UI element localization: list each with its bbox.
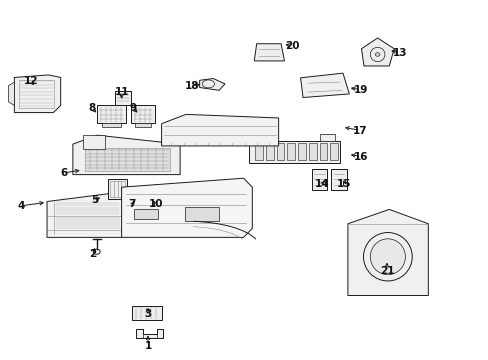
Polygon shape <box>134 209 158 220</box>
Text: 20: 20 <box>285 41 299 50</box>
Polygon shape <box>249 140 339 163</box>
Polygon shape <box>287 143 295 160</box>
Polygon shape <box>276 143 284 160</box>
Polygon shape <box>300 73 348 98</box>
Polygon shape <box>265 143 273 160</box>
Text: 12: 12 <box>23 76 38 86</box>
Text: 11: 11 <box>114 87 129 97</box>
Polygon shape <box>82 135 104 149</box>
Polygon shape <box>184 207 219 221</box>
Text: 18: 18 <box>184 81 199 91</box>
Polygon shape <box>136 329 163 338</box>
Polygon shape <box>122 178 252 237</box>
Ellipse shape <box>374 53 379 56</box>
Polygon shape <box>102 123 121 127</box>
Polygon shape <box>361 38 393 66</box>
Polygon shape <box>115 91 131 105</box>
Text: 8: 8 <box>88 103 96 113</box>
Text: 1: 1 <box>144 341 151 351</box>
Polygon shape <box>199 78 224 90</box>
Polygon shape <box>320 134 334 140</box>
Polygon shape <box>108 179 127 199</box>
Polygon shape <box>135 123 151 127</box>
Polygon shape <box>85 148 170 171</box>
Polygon shape <box>8 82 14 105</box>
Polygon shape <box>132 306 161 320</box>
Polygon shape <box>319 143 327 160</box>
Text: 4: 4 <box>18 201 25 211</box>
Text: 9: 9 <box>129 103 137 113</box>
Polygon shape <box>131 105 155 123</box>
Text: 19: 19 <box>353 85 367 95</box>
Polygon shape <box>97 105 125 123</box>
Text: 10: 10 <box>148 199 163 210</box>
Text: 7: 7 <box>128 199 136 210</box>
Text: 14: 14 <box>315 179 329 189</box>
Polygon shape <box>14 75 61 113</box>
Text: 13: 13 <box>392 48 407 58</box>
Polygon shape <box>47 193 132 237</box>
Text: 17: 17 <box>352 126 367 135</box>
Polygon shape <box>254 44 284 61</box>
Text: 3: 3 <box>144 310 151 319</box>
Text: 5: 5 <box>90 195 98 205</box>
Polygon shape <box>255 143 263 160</box>
Polygon shape <box>330 143 337 160</box>
Polygon shape <box>161 114 278 146</box>
Text: 16: 16 <box>353 152 368 162</box>
Text: 6: 6 <box>61 168 67 178</box>
Polygon shape <box>308 143 316 160</box>
Text: 2: 2 <box>88 248 96 258</box>
Polygon shape <box>330 169 346 190</box>
Polygon shape <box>347 210 427 296</box>
Text: 21: 21 <box>379 266 393 276</box>
Polygon shape <box>298 143 305 160</box>
Polygon shape <box>311 169 327 190</box>
Polygon shape <box>73 135 180 175</box>
Text: 15: 15 <box>337 179 351 189</box>
Ellipse shape <box>369 239 405 275</box>
